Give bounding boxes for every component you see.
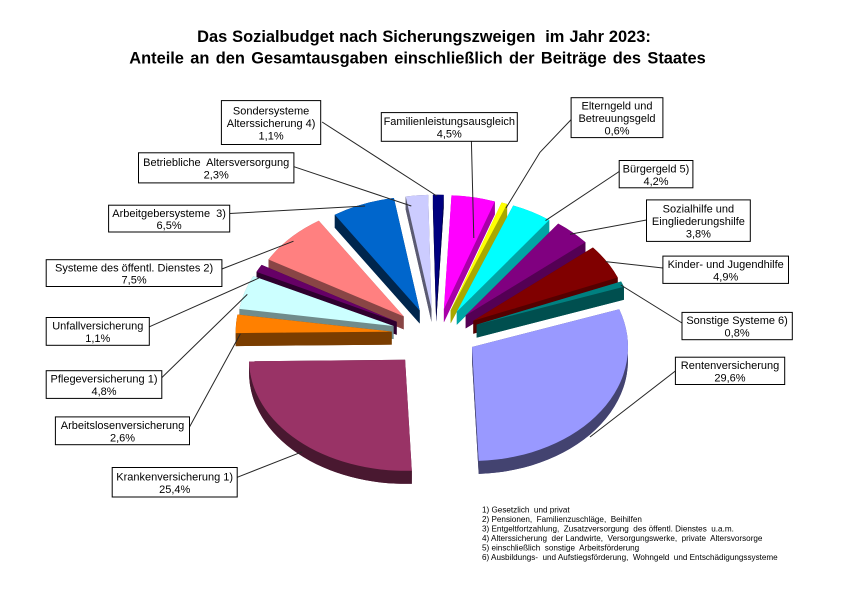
svg-text:Sonstige Systeme 6): Sonstige Systeme 6) — [686, 315, 788, 327]
svg-text:0,6%: 0,6% — [604, 126, 629, 138]
svg-text:Das Sozialbudget nach Sicherun: Das Sozialbudget nach Sicherungszweigen … — [197, 28, 651, 46]
svg-text:2) Pensionen, Familienzuschlä: 2) Pensionen, Familienzuschläge, Beihilf… — [482, 515, 642, 524]
svg-text:Betreuungsgeld: Betreuungsgeld — [578, 113, 655, 125]
svg-text:Arbeitgebersysteme 3): Arbeitgebersysteme 3) — [112, 208, 226, 220]
svg-text:Eingliederungshilfe: Eingliederungshilfe — [652, 216, 745, 228]
svg-text:4) Alterssicherung der Landwi: 4) Alterssicherung der Landwirte, Versor… — [482, 534, 763, 543]
svg-text:6) Ausbildungs- und Aufstiegs: 6) Ausbildungs- und Aufstiegsförderung, … — [482, 553, 778, 562]
svg-text:Sondersysteme: Sondersysteme — [233, 106, 309, 118]
svg-text:4,5%: 4,5% — [437, 129, 462, 141]
svg-text:0,8%: 0,8% — [725, 328, 750, 340]
svg-text:3,8%: 3,8% — [686, 229, 711, 241]
svg-text:Krankenversicherung 1): Krankenversicherung 1) — [116, 471, 233, 483]
svg-text:1) Gesetzlich und privat: 1) Gesetzlich und privat — [482, 506, 570, 515]
svg-text:Sozialhilfe und: Sozialhilfe und — [663, 204, 735, 216]
svg-text:Bürgergeld 5): Bürgergeld 5) — [623, 163, 690, 175]
svg-text:4,8%: 4,8% — [91, 386, 116, 398]
svg-text:Anteile an den Gesamtausgaben: Anteile an den Gesamtausgaben einschließ… — [129, 50, 705, 68]
svg-text:1,1%: 1,1% — [85, 333, 110, 345]
svg-text:Betriebliche Altersversorgung: Betriebliche Altersversorgung — [143, 157, 289, 169]
svg-text:29,6%: 29,6% — [714, 372, 745, 384]
svg-text:Pflegeversicherung 1): Pflegeversicherung 1) — [50, 374, 157, 386]
svg-text:1,1%: 1,1% — [259, 130, 284, 142]
svg-text:3) Entgeltfortzahlung, Zusatz: 3) Entgeltfortzahlung, Zusatzversorgung … — [482, 525, 734, 534]
svg-text:Unfallversicherung: Unfallversicherung — [52, 321, 143, 333]
svg-text:Elterngeld und: Elterngeld und — [582, 101, 653, 113]
svg-text:2,6%: 2,6% — [110, 432, 135, 444]
svg-text:6,5%: 6,5% — [157, 220, 182, 232]
svg-text:5) einschließlich sonstige A: 5) einschließlich sonstige Arbeitsförder… — [482, 544, 639, 553]
svg-text:4,2%: 4,2% — [643, 176, 668, 188]
svg-text:7,5%: 7,5% — [122, 275, 147, 287]
svg-text:Systeme des öffentl. Dienstes: Systeme des öffentl. Dienstes 2) — [55, 262, 213, 274]
svg-text:Alterssicherung 4): Alterssicherung 4) — [227, 118, 316, 130]
svg-text:4,9%: 4,9% — [713, 271, 738, 283]
svg-text:Kinder- und Jugendhilfe: Kinder- und Jugendhilfe — [668, 259, 784, 271]
svg-text:25,4%: 25,4% — [159, 484, 190, 496]
svg-text:Arbeitslosenversicherung: Arbeitslosenversicherung — [61, 420, 185, 432]
svg-text:Familienleistungsausgleich: Familienleistungsausgleich — [384, 116, 515, 128]
svg-text:2,3%: 2,3% — [204, 170, 229, 182]
svg-text:Rentenversicherung: Rentenversicherung — [681, 360, 779, 372]
